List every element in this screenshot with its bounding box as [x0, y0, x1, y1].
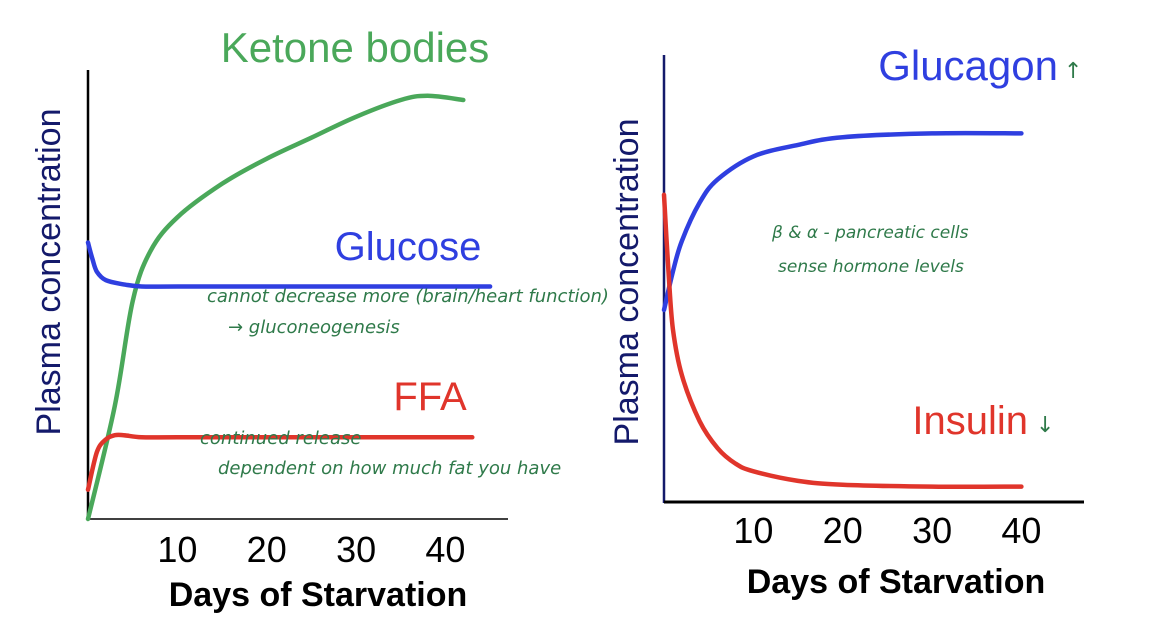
y-axis-label-left: Plasma concentration [30, 109, 68, 436]
annotation-sense-hormone-levels: sense hormone levels [778, 257, 964, 277]
x-axis-title-left: Days of Starvation [169, 576, 468, 614]
chart-right-starvation-hormones: Plasma concentration 10 20 30 40 Days of St… [608, 42, 1084, 601]
annotation-gluconeogenesis: → gluconeogenesis [228, 317, 400, 338]
x-tick-labels-left: 10 20 30 40 [157, 529, 465, 570]
x-tick-label-40: 40 [1001, 510, 1041, 551]
series-label-glucose: Glucose [335, 225, 482, 269]
series-label-ffa: FFA [393, 375, 467, 419]
series-line-ketone-bodies [85, 93, 466, 522]
y-axis-label-right: Plasma concentration [608, 119, 646, 446]
x-tick-label-40: 40 [425, 529, 465, 570]
x-axis-title-right: Days of Starvation [747, 563, 1046, 601]
annotation-pancreatic-cells: β & α - pancreatic cells [771, 223, 969, 243]
x-tick-label-30: 30 [336, 529, 376, 570]
x-tick-label-30: 30 [912, 510, 952, 551]
annotation-dependent-on-fat: dependent on how much fat you have [218, 458, 561, 479]
glucagon-up-arrow-icon: ↑ [1064, 59, 1082, 84]
insulin-down-arrow-icon: ↓ [1036, 413, 1054, 438]
chart-left-starvation-metabolites: Plasma concentration 10 20 30 40 Days of St… [30, 24, 609, 614]
x-tick-label-20: 20 [823, 510, 863, 551]
series-line-insulin [661, 192, 1024, 490]
series-label-insulin: Insulin [912, 399, 1028, 443]
x-tick-labels-right: 10 20 30 40 [733, 510, 1041, 551]
series-label-ketone-bodies: Ketone bodies [221, 24, 490, 71]
x-tick-label-20: 20 [247, 529, 287, 570]
annotation-continued-release: continued release [200, 428, 361, 449]
x-tick-label-10: 10 [733, 510, 773, 551]
series-label-glucagon: Glucagon [878, 42, 1058, 89]
x-tick-label-10: 10 [157, 529, 197, 570]
series-line-ffa [85, 432, 475, 492]
series-line-glucose [85, 240, 493, 289]
annotation-cannot-decrease: cannot decrease more (brain/heart functi… [207, 286, 609, 307]
series-line-glucagon [661, 130, 1024, 313]
